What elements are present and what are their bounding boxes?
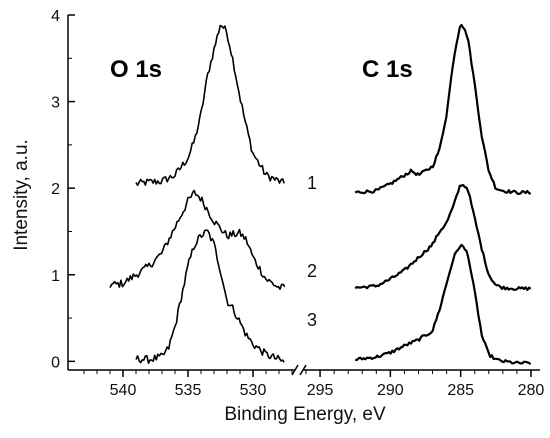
x-tick-label: 290 xyxy=(377,382,404,399)
y-tick-label: 4 xyxy=(51,8,60,25)
series-line-o1s-3 xyxy=(135,229,285,364)
x-tick-label: 540 xyxy=(110,382,137,399)
y-tick-label: 3 xyxy=(51,95,60,112)
curve-label-3: 3 xyxy=(307,310,317,330)
series-line-c1s-2 xyxy=(354,184,532,291)
plot-area xyxy=(109,23,532,366)
x-tick-label: 530 xyxy=(240,382,267,399)
y-tick-label: 2 xyxy=(51,181,60,198)
labels: O 1s C 1s Binding Energy, eV Intensity, a.u… xyxy=(11,56,413,425)
curve-label-2: 2 xyxy=(307,261,317,281)
axis-break-mark xyxy=(291,364,299,376)
x-axis-title: Binding Energy, eV xyxy=(224,404,386,425)
x-tick-label: 535 xyxy=(175,382,202,399)
axes: 540 535 530 295 290 285 280 0 1 2 3 4 xyxy=(51,8,544,399)
series-line-o1s-2 xyxy=(109,189,286,290)
y-tick-label: 1 xyxy=(51,268,60,285)
series-line-c1s-1 xyxy=(354,23,532,195)
panel-title-c1s: C 1s xyxy=(362,56,413,83)
x-tick-label: 280 xyxy=(518,382,545,399)
series-line-c1s-3 xyxy=(355,243,532,366)
y-tick-label: 0 xyxy=(51,354,60,371)
x-tick-label: 285 xyxy=(447,382,474,399)
curve-label-1: 1 xyxy=(307,173,317,193)
series-line-o1s-1 xyxy=(135,24,285,186)
x-tick-label: 295 xyxy=(307,382,334,399)
y-axis-title: Intensity, a.u. xyxy=(11,139,32,251)
axis-break-mark xyxy=(299,364,307,376)
panel-title-o1s: O 1s xyxy=(110,56,162,83)
